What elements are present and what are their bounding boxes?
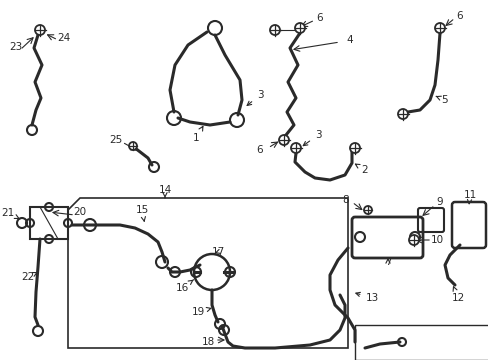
Text: 1: 1 [192, 126, 203, 143]
Text: 12: 12 [450, 287, 464, 303]
Circle shape [397, 109, 407, 119]
Text: 5: 5 [435, 95, 447, 105]
Text: 3: 3 [246, 90, 263, 105]
Circle shape [349, 143, 359, 153]
Text: 25: 25 [109, 135, 122, 145]
Circle shape [294, 23, 305, 33]
Text: 4: 4 [346, 35, 353, 45]
Text: 6: 6 [456, 11, 462, 21]
Text: 14: 14 [158, 185, 171, 198]
Text: 17: 17 [211, 247, 224, 257]
Text: 3: 3 [303, 130, 321, 146]
Text: 18: 18 [201, 337, 214, 347]
Circle shape [279, 135, 288, 145]
Text: 11: 11 [463, 190, 476, 204]
Text: 7: 7 [384, 257, 390, 267]
Text: 8: 8 [342, 195, 348, 205]
Text: 9: 9 [436, 197, 443, 207]
Text: 24: 24 [57, 33, 70, 43]
Circle shape [363, 206, 371, 214]
Text: 20: 20 [73, 207, 86, 217]
Circle shape [35, 25, 45, 35]
Circle shape [129, 142, 137, 150]
Text: 6: 6 [256, 145, 263, 155]
Text: 10: 10 [429, 235, 443, 245]
Text: 2: 2 [355, 164, 367, 175]
Text: 19: 19 [191, 307, 210, 317]
Text: 13: 13 [355, 292, 378, 303]
Text: 22: 22 [21, 272, 38, 282]
Text: 6: 6 [316, 13, 323, 23]
Text: 23: 23 [9, 42, 22, 52]
Circle shape [434, 23, 444, 33]
Text: 15: 15 [135, 205, 148, 221]
Circle shape [408, 235, 418, 245]
Circle shape [290, 143, 301, 153]
Text: 21: 21 [1, 208, 20, 219]
Text: 16: 16 [175, 280, 193, 293]
Circle shape [269, 25, 280, 35]
